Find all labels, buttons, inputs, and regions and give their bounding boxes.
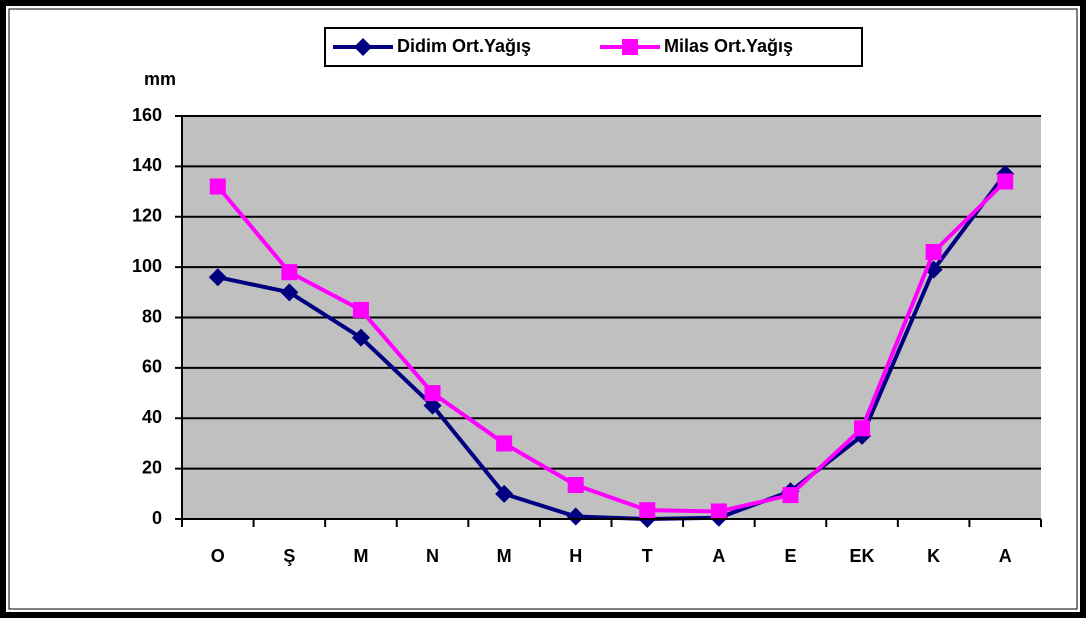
y-tick-label: 100 <box>132 256 162 276</box>
y-axis-label: mm <box>144 69 176 89</box>
x-tick-label: Ş <box>283 546 295 566</box>
marker <box>997 173 1014 190</box>
x-tick-label: A <box>712 546 725 566</box>
marker <box>622 39 638 55</box>
y-tick-label: 40 <box>142 407 162 427</box>
x-tick-label: H <box>569 546 582 566</box>
y-tick-label: 80 <box>142 306 162 326</box>
legend-label: Milas Ort.Yağış <box>664 36 793 56</box>
legend-label: Didim Ort.Yağış <box>397 36 531 56</box>
x-tick-label: M <box>353 546 368 566</box>
marker <box>424 385 441 402</box>
x-tick-label: K <box>927 546 940 566</box>
marker <box>208 268 227 287</box>
marker <box>567 476 584 493</box>
y-tick-label: 0 <box>152 508 162 528</box>
y-tick-label: 160 <box>132 105 162 125</box>
y-tick-label: 60 <box>142 357 162 377</box>
series-line <box>217 172 1007 522</box>
marker <box>495 484 514 503</box>
marker <box>351 328 370 347</box>
marker <box>209 178 226 195</box>
marker <box>710 503 727 520</box>
marker <box>354 38 372 56</box>
y-tick-label: 140 <box>132 155 162 175</box>
x-tick-label: N <box>426 546 439 566</box>
y-tick-label: 120 <box>132 206 162 226</box>
inner-frame <box>8 8 1078 610</box>
marker <box>423 396 442 415</box>
marker <box>854 420 871 437</box>
marker <box>639 502 656 519</box>
marker <box>352 301 369 318</box>
marker <box>782 487 799 504</box>
y-tick-label: 20 <box>142 457 162 477</box>
x-tick-label: T <box>642 546 653 566</box>
x-tick-label: M <box>497 546 512 566</box>
legend <box>324 27 863 67</box>
marker <box>496 435 513 452</box>
marker <box>281 264 298 281</box>
series-line <box>216 180 1007 514</box>
marker <box>566 507 585 526</box>
x-tick-label: A <box>999 546 1012 566</box>
x-tick-label: O <box>211 546 225 566</box>
x-tick-label: E <box>784 546 796 566</box>
marker <box>925 244 942 261</box>
x-tick-label: EK <box>850 546 875 566</box>
marker <box>280 283 299 302</box>
